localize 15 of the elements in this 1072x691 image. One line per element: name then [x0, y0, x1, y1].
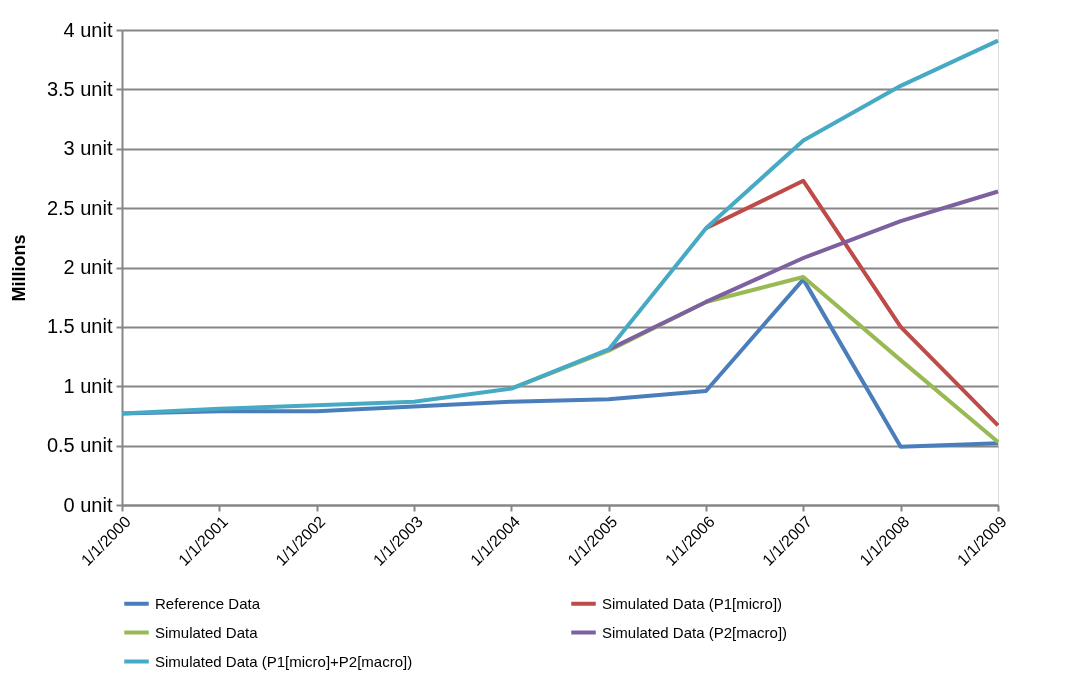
y-tick-label: 1.5 unit	[46, 315, 113, 338]
y-tick-label: 4 unit	[63, 18, 113, 41]
y-tick-label: 0.5 unit	[46, 434, 113, 457]
y-tick-label: 0 unit	[63, 493, 113, 516]
y-tick-label: 3 unit	[63, 137, 113, 160]
legend-label: Reference Data	[155, 594, 261, 612]
y-tick-label: 1 unit	[63, 374, 113, 397]
y-tick-label: 2.5 unit	[46, 196, 113, 219]
y-axis-title: Millions	[9, 234, 30, 302]
y-tick-label: 3.5 unit	[46, 77, 113, 100]
legend-label: Simulated Data (P2[macro])	[602, 623, 788, 641]
y-tick-label: 2 unit	[63, 256, 113, 278]
legend-label: Simulated Data	[155, 623, 259, 641]
legend-label: Simulated Data (P1[micro])	[602, 594, 783, 612]
legend-label: Simulated Data (P1[micro]+P2[macro])	[155, 652, 413, 670]
